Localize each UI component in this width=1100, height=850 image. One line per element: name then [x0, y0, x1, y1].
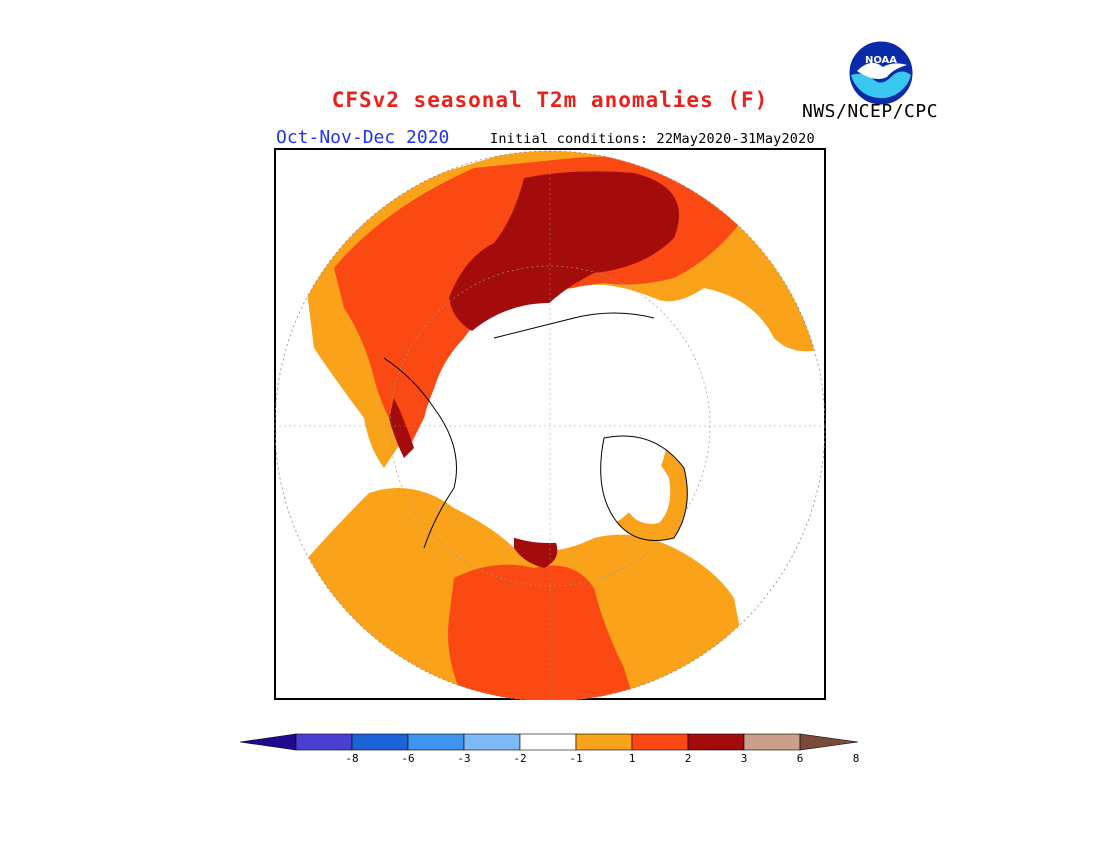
polar-anomaly-map — [274, 148, 826, 700]
colorbar-tick-label: 1 — [628, 752, 636, 765]
colorbar-tick-label: -3 — [457, 752, 471, 765]
region-central-north-america — [448, 564, 634, 700]
colorbar-cell — [575, 733, 633, 751]
colorbar-cell — [295, 733, 353, 751]
colorbar-tick-label: -2 — [513, 752, 527, 765]
colorbar-tick-label: 2 — [684, 752, 692, 765]
colorbar-cell — [463, 733, 521, 751]
logo-text: NOAA — [865, 55, 897, 66]
colorbar-cell — [743, 733, 801, 751]
colorbar-cell — [519, 733, 577, 751]
forecast-period: Oct-Nov-Dec 2020 — [276, 127, 450, 148]
region-scandinavia — [389, 398, 414, 458]
colorbar-arrow-high — [799, 733, 859, 751]
region-siberia — [449, 171, 679, 338]
colorbar-cell — [407, 733, 465, 751]
colorbar-cell — [631, 733, 689, 751]
initial-conditions: Initial conditions: 22May2020-31May2020 — [490, 131, 815, 147]
organization-label: NWS/NCEP/CPC — [802, 101, 939, 122]
colorbar-tick-label: -6 — [401, 752, 415, 765]
colorbar-tick-label: -1 — [569, 752, 583, 765]
colorbar-tick-label: 6 — [796, 752, 804, 765]
colorbar — [239, 733, 859, 751]
colorbar-tick-label: 8 — [852, 752, 860, 765]
colorbar-tick-label: -8 — [345, 752, 359, 765]
colorbar-cell — [351, 733, 409, 751]
colorbar-cell — [687, 733, 745, 751]
noaa-logo: NOAA — [849, 41, 913, 105]
region-arctic-ocean — [429, 303, 669, 543]
chart-title: CFSv2 seasonal T2m anomalies (F) — [331, 88, 769, 112]
colorbar-tick-label: 3 — [740, 752, 748, 765]
colorbar-arrow-low — [239, 733, 297, 751]
